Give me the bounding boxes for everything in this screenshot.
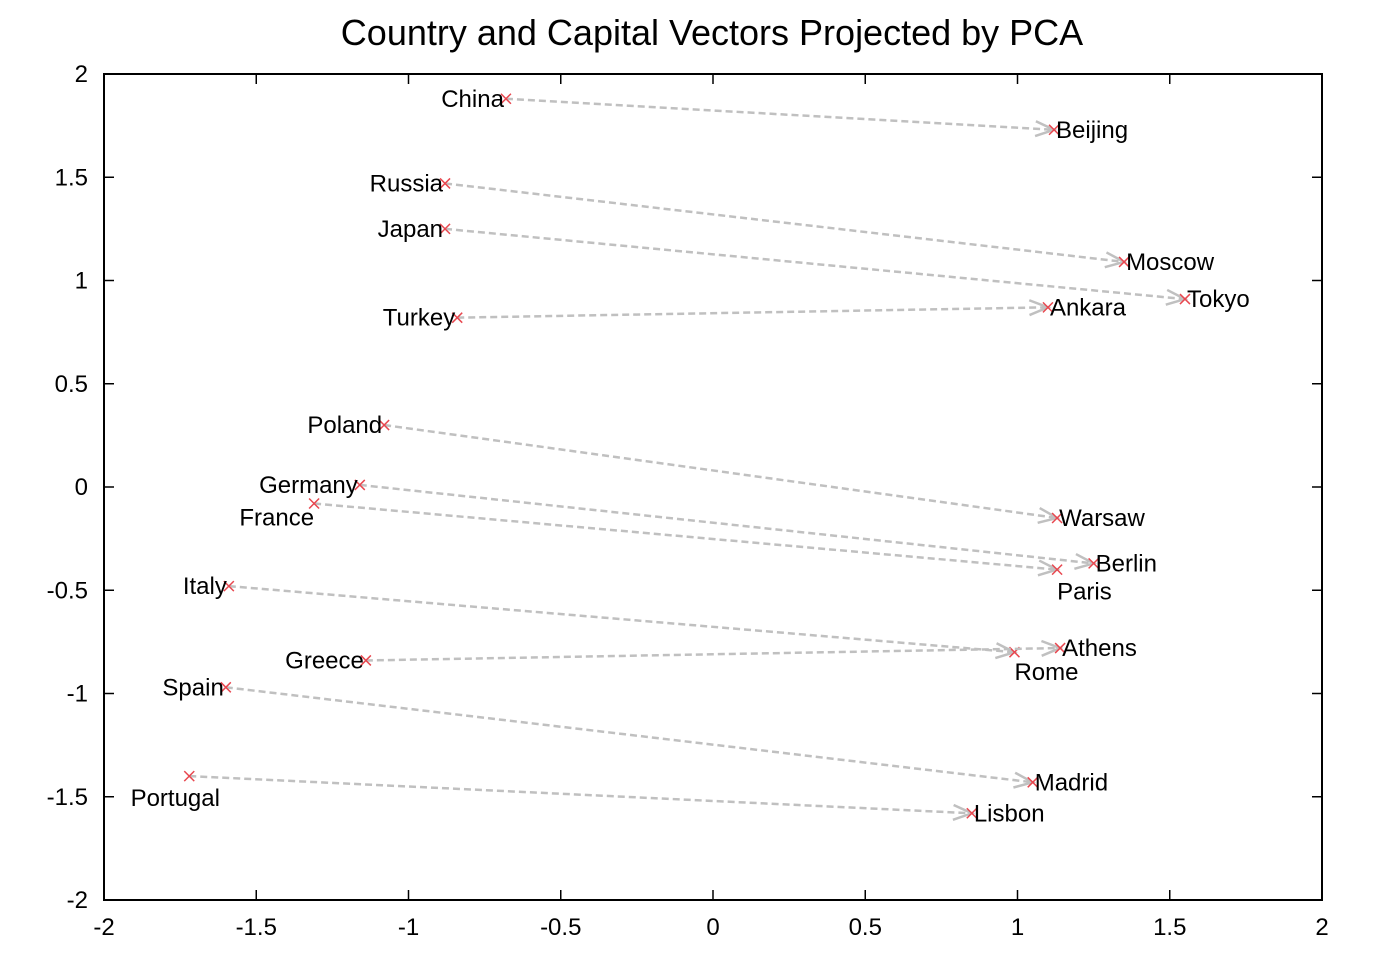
y-tick-label: -0.5	[47, 577, 88, 604]
country-label: China	[441, 86, 504, 113]
country-point	[360, 654, 372, 666]
country-point	[354, 479, 366, 491]
arrow-line	[444, 182, 1125, 264]
arrow-line	[228, 584, 1015, 654]
x-tick-label: -2	[93, 914, 114, 941]
capital-label: Madrid	[1035, 769, 1108, 796]
y-tick-label: -1.5	[47, 784, 88, 811]
y-tick-label: 0	[75, 474, 88, 501]
arrow-line	[359, 483, 1094, 565]
x-tick-label: 2	[1315, 914, 1328, 941]
y-tick-label: 0.5	[55, 371, 88, 398]
y-tick-label: 1	[75, 268, 88, 295]
country-label: Greece	[285, 647, 364, 674]
capital-label: Paris	[1057, 579, 1112, 606]
capital-label: Athens	[1062, 635, 1137, 662]
x-tick-label: 1	[1011, 914, 1024, 941]
capital-label: Lisbon	[974, 800, 1045, 827]
country-label: Spain	[162, 674, 223, 701]
x-tick-label: -1	[398, 914, 419, 941]
country-label: Russia	[370, 170, 444, 197]
y-tick-label: -1	[67, 681, 88, 708]
country-point	[223, 580, 235, 592]
capital-label: Beijing	[1056, 117, 1128, 144]
country-point	[439, 177, 451, 189]
x-tick-label: -1.5	[236, 914, 277, 941]
country-label: Italy	[183, 573, 227, 600]
capital-label: Moscow	[1126, 249, 1215, 276]
capital-point	[1118, 256, 1130, 268]
capital-point	[1048, 124, 1060, 136]
country-label: Germany	[259, 472, 358, 499]
x-tick-label: 0.5	[849, 914, 882, 941]
country-point	[378, 419, 390, 431]
capital-point	[1051, 512, 1063, 524]
y-tick-label: 2	[75, 61, 88, 88]
country-point	[220, 681, 232, 693]
country-label: Turkey	[383, 305, 455, 332]
capital-point	[1088, 557, 1100, 569]
arrow-line	[189, 774, 972, 815]
capital-point	[1051, 564, 1063, 576]
arrow-line	[313, 502, 1058, 571]
country-label: Poland	[307, 412, 382, 439]
chart-title: Country and Capital Vectors Projected by…	[340, 12, 1084, 53]
arrow-line	[225, 686, 1033, 784]
capital-point	[1179, 293, 1191, 305]
x-tick-label: 0	[706, 914, 719, 941]
capital-point	[1054, 642, 1066, 654]
arrow-line	[505, 97, 1055, 132]
capital-label: Tokyo	[1187, 286, 1250, 313]
country-label: Japan	[378, 216, 443, 243]
capital-label: Rome	[1014, 659, 1078, 686]
capital-label: Berlin	[1096, 550, 1157, 577]
arrow-line	[365, 646, 1061, 662]
capital-point	[966, 807, 978, 819]
country-point	[183, 770, 195, 782]
country-point	[500, 93, 512, 105]
y-tick-label: 1.5	[55, 164, 88, 191]
x-tick-label: -0.5	[540, 914, 581, 941]
arrow-line	[457, 306, 1048, 319]
x-tick-label: 1.5	[1153, 914, 1186, 941]
country-label: France	[239, 505, 314, 532]
capital-point	[1042, 301, 1054, 313]
capital-label: Ankara	[1050, 294, 1127, 321]
arrow-line	[383, 423, 1058, 520]
arrow-line	[444, 227, 1186, 301]
country-label: Portugal	[131, 785, 220, 812]
country-point	[439, 223, 451, 235]
country-point	[308, 497, 320, 510]
capital-point	[1027, 776, 1039, 788]
y-tick-label: -2	[67, 887, 88, 914]
country-point	[451, 312, 463, 324]
capital-label: Warsaw	[1059, 505, 1145, 532]
